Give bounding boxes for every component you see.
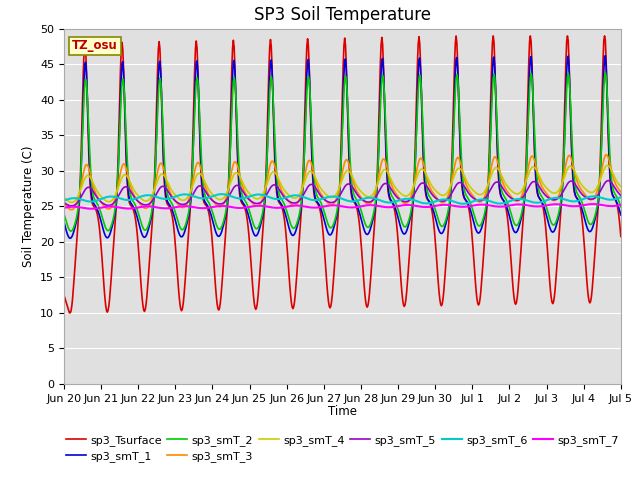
sp3_smT_6 [335,194,342,200]
sp3_Tsurface [389,201,397,206]
Legend: sp3_Tsurface, sp3_smT_1, sp3_smT_2, sp3_smT_3, sp3_smT_4, sp3_smT_5, sp3_smT_6, : sp3_Tsurface, sp3_smT_1, sp3_smT_2, sp3_… [61,431,623,467]
sp3_Tsurface [617,233,625,239]
sp3_smT_6 [617,194,625,200]
Line: sp3_Tsurface: sp3_Tsurface [64,36,621,313]
Line: sp3_smT_3: sp3_smT_3 [64,155,621,210]
sp3_smT_5 [389,189,397,194]
sp3_smT_1 [566,108,574,114]
sp3_smT_1 [389,200,397,205]
sp3_smT_2 [183,217,191,223]
sp3_smT_4 [566,163,574,169]
sp3_smT_7 [88,206,96,212]
sp3_smT_2 [602,70,609,75]
sp3_smT_7 [617,202,625,208]
sp3_smT_5 [207,196,215,202]
sp3_smT_1 [617,212,625,218]
sp3_smT_4 [183,195,191,201]
sp3_smT_5 [444,196,451,202]
sp3_smT_5 [60,200,68,205]
sp3_smT_1 [183,220,191,226]
sp3_smT_5 [617,192,625,198]
sp3_smT_7 [566,203,574,209]
sp3_smT_3 [207,195,215,201]
sp3_smT_2 [389,194,397,200]
sp3_smT_6 [218,191,226,197]
sp3_smT_7 [335,203,342,209]
sp3_Tsurface [183,252,191,258]
sp3_smT_4 [60,194,68,200]
sp3_smT_6 [568,198,575,204]
sp3_smT_1 [60,219,68,225]
sp3_smT_4 [604,163,611,168]
sp3_smT_6 [389,199,397,205]
sp3_smT_7 [589,201,596,207]
sp3_Tsurface [60,292,68,298]
sp3_smT_3 [335,189,342,194]
sp3_Tsurface [490,33,497,39]
sp3_smT_5 [605,178,612,183]
sp3_smT_1 [602,53,609,59]
sp3_smT_5 [68,203,76,209]
sp3_smT_7 [183,204,191,209]
sp3_smT_2 [617,204,625,210]
sp3_smT_3 [60,200,68,206]
sp3_smT_3 [602,152,610,157]
sp3_Tsurface [568,140,575,145]
sp3_Tsurface [335,206,342,212]
Line: sp3_smT_5: sp3_smT_5 [64,180,621,206]
sp3_smT_3 [183,201,191,206]
Line: sp3_smT_6: sp3_smT_6 [64,194,621,204]
sp3_smT_5 [183,200,191,206]
sp3_smT_7 [389,204,397,210]
Text: TZ_osu: TZ_osu [72,39,118,52]
sp3_smT_4 [68,200,76,205]
sp3_smT_4 [207,190,215,195]
sp3_smT_2 [60,211,68,217]
sp3_smT_2 [207,204,215,210]
Line: sp3_smT_1: sp3_smT_1 [64,56,621,238]
sp3_smT_1 [335,202,342,208]
sp3_smT_3 [389,185,397,191]
sp3_smT_5 [335,195,342,201]
sp3_smT_2 [566,101,574,107]
Line: sp3_smT_7: sp3_smT_7 [64,204,621,209]
sp3_smT_3 [566,154,574,159]
sp3_smT_2 [444,211,451,216]
sp3_Tsurface [65,310,73,316]
sp3_smT_1 [67,235,74,241]
sp3_smT_4 [444,189,451,195]
sp3_smT_6 [206,194,214,200]
sp3_smT_3 [444,194,451,200]
sp3_smT_7 [207,204,215,210]
sp3_smT_1 [444,214,451,220]
sp3_smT_7 [60,205,68,211]
Y-axis label: Soil Temperature (C): Soil Temperature (C) [22,145,35,267]
Line: sp3_smT_4: sp3_smT_4 [64,166,621,203]
Line: sp3_smT_2: sp3_smT_2 [64,72,621,231]
sp3_smT_3 [68,207,76,213]
sp3_smT_4 [389,180,397,186]
sp3_smT_6 [60,198,68,204]
sp3_smT_4 [617,184,625,190]
X-axis label: Time: Time [328,405,357,418]
sp3_Tsurface [207,224,215,230]
Title: SP3 Soil Temperature: SP3 Soil Temperature [254,6,431,24]
sp3_smT_6 [460,201,467,207]
sp3_smT_2 [335,197,342,203]
sp3_smT_5 [566,178,574,184]
sp3_smT_6 [182,192,190,197]
sp3_smT_7 [444,202,451,208]
sp3_smT_3 [617,189,625,195]
sp3_smT_2 [67,228,75,234]
sp3_smT_4 [335,187,342,192]
sp3_smT_1 [207,212,215,217]
sp3_Tsurface [444,236,451,242]
sp3_smT_6 [444,197,451,203]
